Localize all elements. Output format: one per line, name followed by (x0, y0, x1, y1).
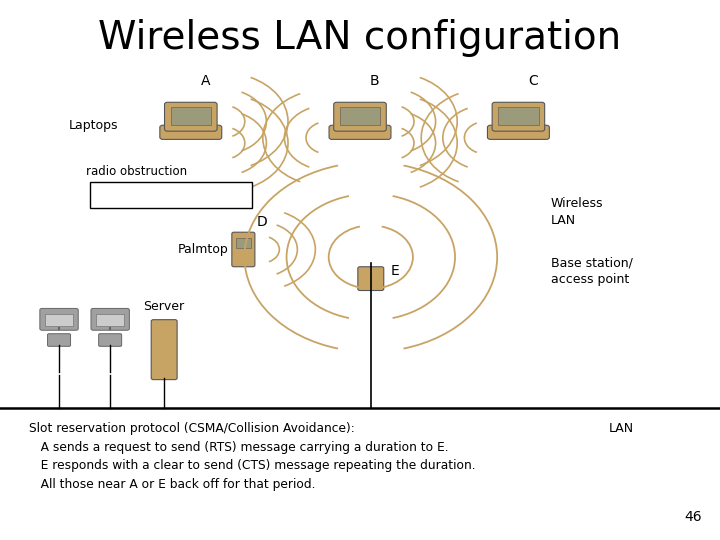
FancyBboxPatch shape (99, 334, 122, 346)
Text: radio obstruction: radio obstruction (86, 165, 187, 178)
FancyBboxPatch shape (40, 308, 78, 330)
FancyBboxPatch shape (232, 232, 255, 267)
FancyBboxPatch shape (358, 267, 384, 291)
Text: 46: 46 (685, 510, 702, 524)
Bar (96, 314, 124, 326)
Text: E: E (391, 264, 400, 278)
Bar (236, 238, 251, 248)
FancyBboxPatch shape (165, 102, 217, 131)
Text: LAN: LAN (608, 422, 634, 435)
Bar (90, 182, 252, 208)
Text: Wireless
LAN: Wireless LAN (551, 197, 603, 227)
Bar (171, 107, 211, 125)
Text: B: B (369, 74, 379, 88)
FancyBboxPatch shape (492, 102, 544, 131)
FancyBboxPatch shape (48, 334, 71, 346)
Text: Base station/
access point: Base station/ access point (551, 256, 633, 287)
Bar (340, 107, 380, 125)
Text: Palmtop: Palmtop (178, 243, 228, 256)
FancyBboxPatch shape (91, 308, 130, 330)
Text: Wireless LAN configuration: Wireless LAN configuration (99, 19, 621, 57)
Bar (498, 107, 539, 125)
FancyBboxPatch shape (487, 125, 549, 139)
Text: A: A (200, 74, 210, 88)
Text: C: C (528, 74, 538, 88)
Bar (45, 314, 73, 326)
FancyBboxPatch shape (334, 102, 386, 131)
Text: Slot reservation protocol (CSMA/Collision Avoidance):
   A sends a request to se: Slot reservation protocol (CSMA/Collisio… (29, 422, 475, 491)
Text: Laptops: Laptops (68, 119, 118, 132)
FancyBboxPatch shape (329, 125, 391, 139)
FancyBboxPatch shape (160, 125, 222, 139)
Text: D: D (256, 215, 267, 230)
FancyBboxPatch shape (151, 320, 177, 380)
Text: Server: Server (143, 300, 185, 313)
